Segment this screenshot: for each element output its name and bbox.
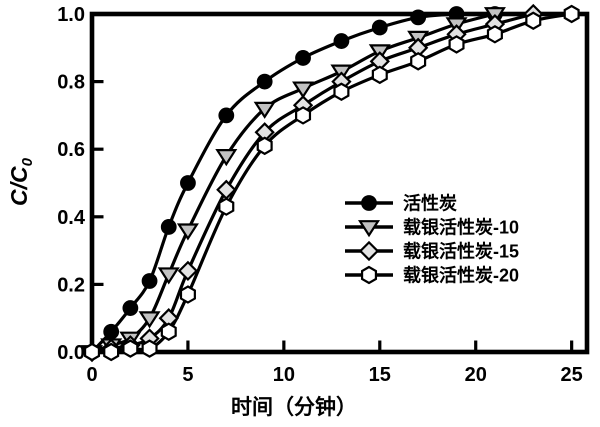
series-0-circle-marker: [122, 300, 139, 316]
series-3-hexagon-marker: [103, 342, 120, 362]
series-0-circle-marker: [295, 50, 311, 66]
series-3-hexagon-marker: [525, 11, 542, 31]
series-3-hexagon-marker: [218, 197, 235, 216]
series-1-triangle-down-marker: [215, 149, 238, 167]
series-1-triangle-down-marker: [157, 267, 180, 285]
series-1-triangle-down-marker: [176, 223, 199, 241]
x-tick-label: 15: [369, 364, 391, 386]
series-3-hexagon-marker: [160, 322, 177, 341]
series-3-hexagon-marker: [410, 52, 427, 71]
x-tick-label: 0: [86, 364, 97, 386]
x-tick-label: 5: [182, 364, 193, 386]
series-3-hexagon-marker: [563, 4, 580, 24]
data-series: [90, 12, 572, 354]
series-3-hexagon-marker: [179, 285, 196, 304]
y-axis-title-subscript: 0: [19, 157, 36, 166]
series-1-triangle-down-marker: [292, 81, 315, 99]
series-1-triangle-down-marker: [138, 311, 161, 329]
legend-item: 活性炭: [345, 193, 457, 214]
data-markers: [80, 3, 580, 363]
legend-item: 载银活性炭-10: [345, 217, 519, 238]
series-0-circle-marker: [410, 9, 427, 26]
legend-item: 载银活性炭-15: [345, 241, 519, 262]
axis-ticks: 0 5 10 15 20 25 0.0 0.2 0.4 0.6 0.8 1.0: [57, 4, 583, 386]
y-tick-label: 0.6: [57, 139, 85, 161]
series-0-line: [90, 12, 495, 354]
series-0-circle-marker: [218, 107, 235, 124]
series-3-hexagon-marker: [448, 35, 465, 54]
legend-triangle-down-icon: [357, 220, 381, 238]
legend-circle-icon: [361, 195, 377, 211]
series-3-hexagon-marker: [83, 342, 101, 362]
y-tick-label: 1.0: [57, 4, 85, 26]
series-3-hexagon-marker: [256, 136, 273, 156]
x-tick-label: 20: [465, 364, 487, 386]
series-0-circle-marker: [141, 273, 158, 289]
series-3-hexagon-marker: [122, 339, 139, 358]
legend-item-label: 载银活性炭-20: [403, 265, 519, 286]
series-3-hexagon-marker: [486, 25, 503, 44]
series-0-circle-marker: [103, 323, 120, 340]
y-tick-label: 0.8: [57, 72, 85, 94]
series-0-circle-marker: [371, 19, 388, 36]
x-tick-label: 10: [273, 364, 295, 386]
series-2-diamond-marker: [177, 260, 199, 282]
series-3-hexagon-marker: [141, 339, 158, 358]
series-0-circle-marker: [180, 175, 196, 191]
plot-frame: [89, 11, 590, 355]
series-0-circle-marker: [160, 219, 177, 235]
legend-item: 载银活性炭-20: [345, 265, 519, 286]
y-tick-label: 0.0: [57, 342, 85, 364]
legend-item-label: 载银活性炭-10: [403, 217, 519, 238]
x-tick-label: 25: [561, 364, 583, 386]
series-0-circle-marker: [256, 73, 273, 90]
legend-item-label: 活性炭: [403, 193, 457, 214]
y-axis-title: C/C0: [6, 157, 36, 206]
series-3-hexagon-marker: [333, 82, 350, 102]
legend-diamond-icon: [358, 240, 380, 262]
legend-hexagon-icon: [360, 265, 378, 285]
series-3-hexagon-marker: [371, 65, 388, 85]
legend-item-label: 载银活性炭-15: [403, 241, 519, 262]
y-axis-title-main: C/C: [6, 166, 32, 206]
series-0-circle-marker: [333, 33, 350, 49]
series-1-triangle-down-marker: [253, 101, 276, 119]
x-axis-title: 时间（分钟）: [231, 395, 357, 419]
y-tick-label: 0.4: [57, 207, 86, 229]
y-tick-label: 0.2: [57, 274, 85, 296]
series-3-line: [91, 12, 572, 354]
series-3-hexagon-marker: [295, 106, 312, 125]
